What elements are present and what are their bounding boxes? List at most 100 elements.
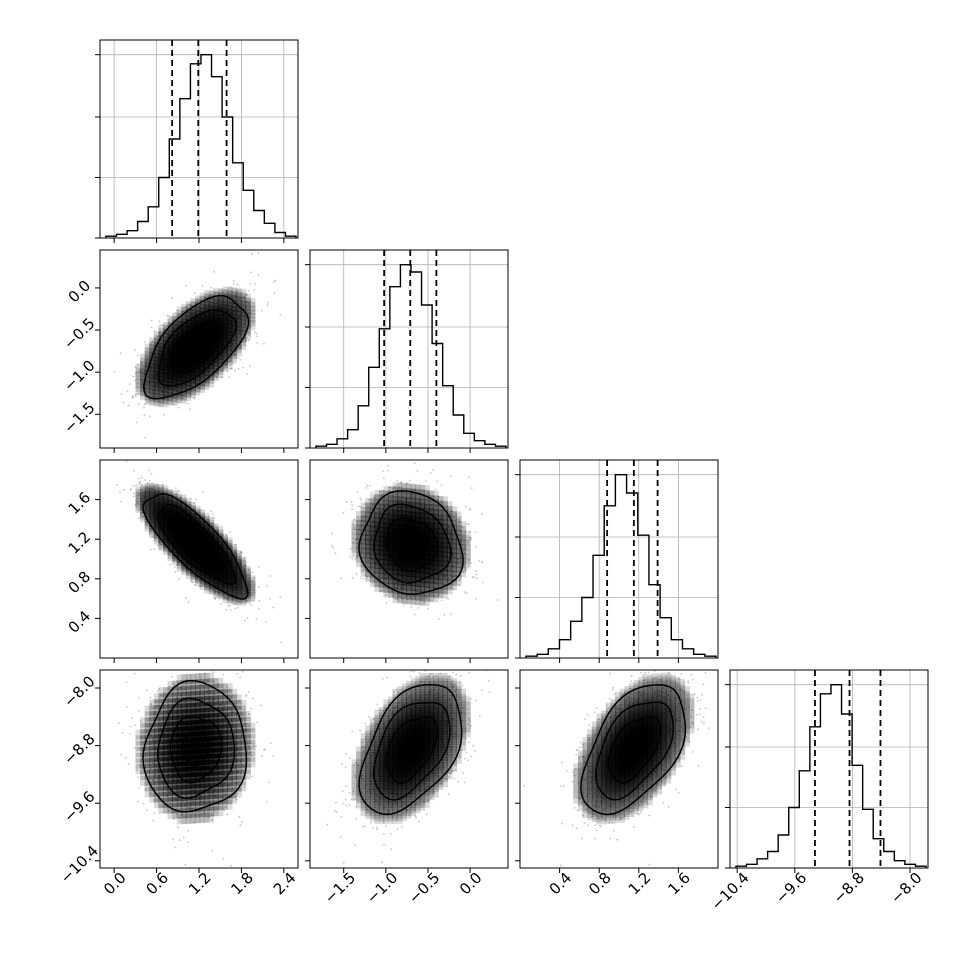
sample-point: [414, 815, 417, 818]
density-cell: [410, 498, 421, 509]
sample-point: [438, 594, 440, 597]
sample-point: [164, 546, 167, 549]
sample-point: [436, 565, 439, 567]
sample-point: [215, 536, 218, 539]
sample-point: [414, 588, 417, 591]
sample-point: [138, 508, 141, 511]
density-cell: [460, 540, 471, 551]
density-cell: [236, 728, 247, 739]
density-cell: [401, 492, 412, 503]
density-cell: [369, 493, 380, 504]
density-cell: [190, 519, 201, 530]
sample-point: [147, 514, 149, 517]
density-cell: [213, 585, 224, 596]
sample-point: [222, 857, 225, 860]
sample-point: [419, 696, 422, 698]
sample-point: [447, 525, 450, 527]
density-cell: [456, 548, 467, 559]
density-cell: [387, 569, 398, 580]
density-cell: [135, 752, 146, 763]
sample-point: [162, 737, 165, 740]
density-cell: [397, 570, 408, 581]
sample-point: [174, 796, 177, 799]
histogram-panel-1: [95, 39, 299, 243]
density-cell: [365, 516, 376, 527]
sample-point: [232, 589, 235, 592]
sample-point: [232, 788, 235, 790]
sample-point: [134, 393, 137, 396]
sample-point: [413, 613, 416, 616]
density-cell: [231, 781, 242, 792]
sample-point: [137, 800, 139, 803]
sample-point: [233, 338, 235, 341]
sample-point: [393, 487, 395, 490]
sample-point: [372, 718, 375, 721]
density-cell: [140, 364, 151, 375]
density-cell: [365, 553, 376, 564]
sample-point: [354, 776, 357, 779]
sample-point: [403, 703, 406, 706]
density-cell: [176, 503, 187, 514]
sample-point: [388, 584, 391, 587]
sample-point: [251, 571, 254, 574]
sample-point: [354, 539, 357, 542]
density-cell: [208, 528, 219, 539]
sample-point: [175, 564, 178, 567]
density-cell: [153, 495, 164, 506]
sample-point: [374, 560, 377, 563]
sample-point: [156, 767, 159, 770]
sample-point: [401, 576, 404, 579]
sample-point: [170, 316, 172, 319]
density-cell: [158, 745, 169, 756]
density-cell: [140, 723, 151, 734]
sample-point: [178, 490, 181, 493]
sample-point: [210, 814, 213, 817]
sample-point: [238, 815, 241, 818]
sample-point: [364, 799, 367, 801]
contour-level-1: [182, 332, 210, 360]
density-cell: [222, 689, 233, 700]
density-cell: [369, 507, 380, 518]
sample-point: [427, 775, 430, 777]
sample-point: [439, 561, 442, 564]
density-cell: [185, 510, 196, 521]
density-cell: [447, 524, 458, 535]
sample-point: [154, 372, 157, 375]
density-cell: [135, 378, 146, 389]
sample-point: [407, 707, 410, 710]
sample-point: [381, 576, 384, 579]
density-cell: [433, 514, 444, 525]
sample-point: [225, 347, 228, 350]
sample-point: [170, 705, 173, 708]
sample-point: [238, 310, 241, 313]
sample-point: [481, 581, 484, 584]
sample-point: [148, 529, 151, 532]
sample-point: [136, 501, 139, 504]
sample-point: [426, 491, 429, 494]
sample-point: [137, 363, 140, 366]
density-cell: [149, 489, 160, 500]
density-cell: [415, 586, 426, 597]
density-cell: [383, 578, 394, 589]
density-cell: [144, 372, 155, 383]
sample-point: [200, 368, 203, 371]
sample-point: [131, 717, 134, 720]
density-cell: [144, 343, 155, 354]
sample-point: [396, 480, 398, 482]
density-cell: [217, 550, 228, 561]
density-cell: [213, 689, 224, 700]
density-cell: [208, 695, 219, 706]
sample-point: [389, 497, 392, 500]
sample-point: [374, 543, 377, 546]
density-cell: [360, 516, 371, 527]
sample-point: [430, 503, 433, 506]
sample-point: [272, 755, 275, 757]
density-cell: [383, 486, 394, 497]
sample-point: [134, 504, 137, 507]
density-cell: [158, 397, 169, 408]
sample-point: [160, 517, 163, 520]
density-cell: [227, 764, 238, 775]
sample-point: [172, 547, 175, 550]
sample-point: [221, 584, 224, 587]
density-cell: [158, 493, 169, 504]
